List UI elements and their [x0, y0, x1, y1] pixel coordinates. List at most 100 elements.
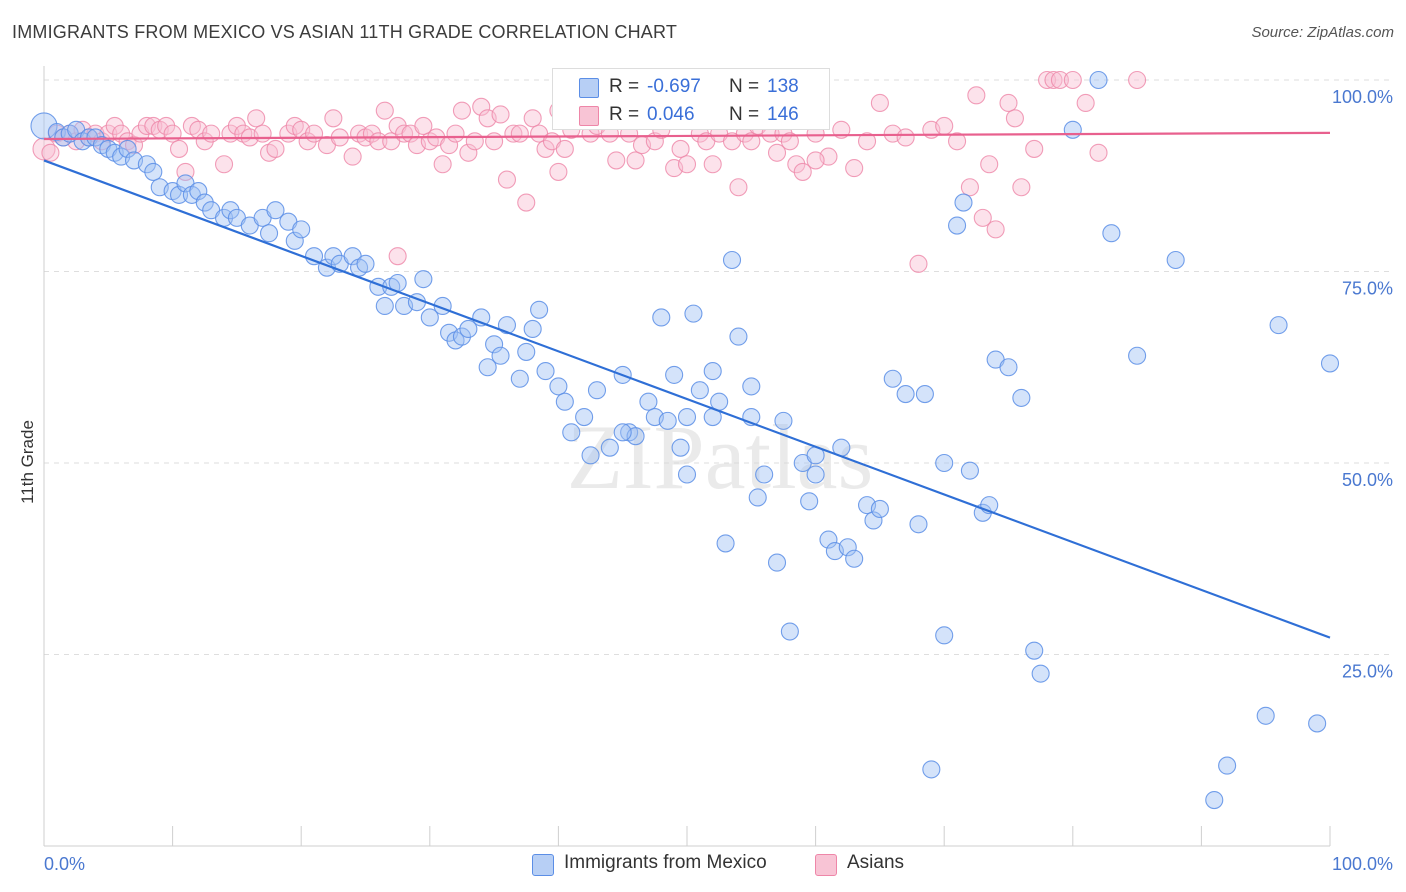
point-asians — [472, 97, 491, 116]
legend-r-value: 0.046 — [647, 104, 695, 125]
point-mexico — [375, 296, 394, 316]
point-asians — [465, 132, 484, 151]
point-asians — [845, 159, 864, 178]
point-mexico — [806, 465, 825, 484]
legend-swatch-mexico — [532, 854, 554, 876]
point-asians — [870, 93, 889, 113]
point-mexico — [530, 300, 549, 319]
point-asians — [986, 220, 1005, 239]
point-mexico — [562, 423, 581, 442]
point-mexico — [452, 327, 472, 346]
point-mexico — [690, 381, 709, 400]
point-asians — [157, 116, 176, 136]
point-mexico — [356, 254, 375, 273]
legend-n-value: 146 — [767, 104, 799, 125]
point-asians — [806, 151, 825, 170]
point-mexico — [1320, 354, 1340, 373]
point-mexico — [613, 423, 632, 442]
point-asians — [626, 151, 645, 170]
point-mexico — [86, 128, 105, 147]
point-asians — [980, 155, 999, 174]
point-asians — [967, 86, 986, 105]
point-mexico — [1063, 120, 1082, 139]
legend-n-label: N = — [729, 76, 760, 97]
point-mexico — [954, 193, 973, 212]
point-asians — [105, 116, 124, 136]
point-mexico — [292, 220, 311, 239]
point-mexico — [575, 407, 594, 427]
point-asians — [1012, 178, 1031, 197]
point-asians — [446, 124, 465, 143]
series-asians-points — [32, 70, 1147, 273]
point-mexico — [497, 316, 517, 335]
legend-swatch-asians — [815, 854, 837, 876]
series-mexico-points — [30, 70, 1340, 810]
point-mexico — [555, 392, 574, 411]
point-mexico — [1256, 706, 1275, 725]
point-mexico — [729, 327, 748, 346]
point-asians — [247, 109, 266, 128]
point-asians — [375, 101, 394, 120]
point-asians — [459, 143, 478, 162]
point-asians — [414, 116, 433, 136]
point-mexico — [144, 162, 163, 181]
y-tick-label: 25.0% — [1342, 662, 1393, 682]
legend-r-label: R = — [609, 104, 640, 125]
series-legend: Immigrants from Mexico Asians — [0, 852, 1406, 878]
point-mexico — [935, 453, 954, 473]
point-asians — [227, 116, 246, 136]
point-asians — [517, 193, 536, 212]
legend-label-asians: Asians — [847, 852, 905, 873]
point-mexico — [510, 369, 529, 388]
point-asians — [536, 139, 555, 158]
point-asians — [780, 132, 799, 151]
legend-swatch-asians — [579, 106, 599, 126]
point-asians — [832, 120, 851, 139]
trend-line-asians — [43, 131, 1331, 141]
point-mexico — [671, 438, 690, 457]
point-asians — [202, 124, 221, 143]
point-asians — [1044, 70, 1063, 90]
point-asians — [1089, 143, 1108, 162]
legend-n-label: N = — [729, 104, 760, 125]
legend-n-value: 138 — [767, 76, 799, 97]
point-mexico — [948, 216, 967, 235]
point-mexico — [266, 201, 285, 220]
point-mexico — [324, 247, 343, 266]
point-mexico — [677, 465, 697, 484]
point-asians — [703, 155, 722, 174]
point-asians — [857, 132, 877, 151]
watermark: ZIPatlas — [567, 406, 874, 508]
axes — [43, 66, 1331, 847]
point-asians — [1050, 70, 1069, 90]
point-mexico — [189, 182, 208, 201]
point-mexico — [845, 549, 864, 568]
point-mexico — [915, 385, 934, 404]
point-mexico — [536, 362, 555, 381]
point-mexico — [137, 155, 156, 174]
point-mexico — [1128, 346, 1147, 365]
point-asians — [729, 178, 748, 197]
point-mexico — [1166, 250, 1185, 270]
point-mexico — [1025, 641, 1044, 660]
point-asians — [1005, 109, 1024, 128]
point-asians — [214, 155, 234, 174]
point-mexico — [1012, 388, 1031, 407]
point-asians — [935, 116, 954, 136]
point-asians — [266, 139, 285, 158]
point-asians — [491, 105, 510, 124]
legend-row-asians: R = 0.046 N = 146 — [553, 101, 829, 129]
point-asians — [195, 132, 214, 151]
point-mexico — [870, 499, 889, 519]
point-mexico — [285, 231, 304, 250]
point-mexico — [587, 381, 607, 400]
point-mexico — [864, 511, 883, 530]
point-mexico — [960, 461, 979, 480]
point-asians — [960, 178, 979, 197]
point-mexico — [922, 760, 941, 779]
chart-title: IMMIGRANTS FROM MEXICO VS ASIAN 11TH GRA… — [12, 22, 678, 42]
point-mexico — [935, 626, 954, 645]
point-asians — [163, 124, 182, 143]
trend-line-mexico — [43, 159, 1331, 639]
